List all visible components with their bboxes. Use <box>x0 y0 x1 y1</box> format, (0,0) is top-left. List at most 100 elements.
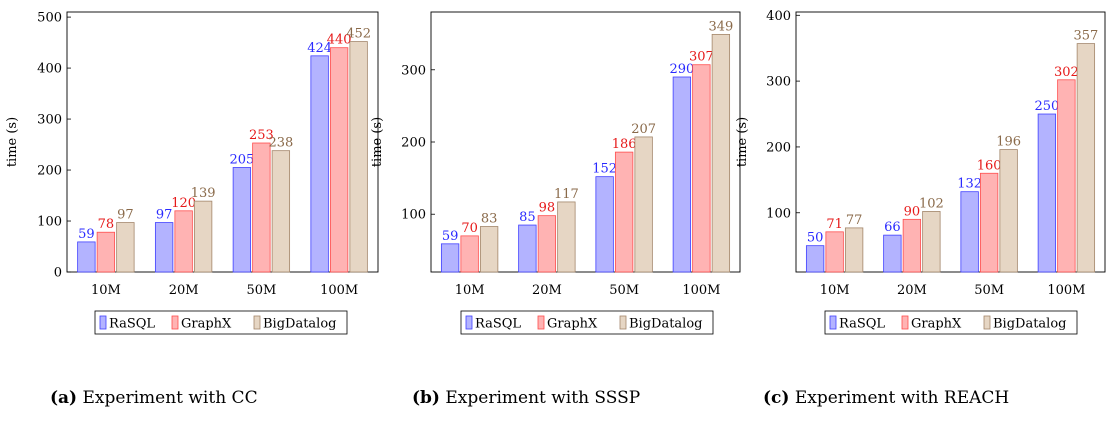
x-tick-label: 50M <box>246 283 276 298</box>
bar-graphx <box>1057 79 1076 273</box>
bar-bigdatalog <box>634 136 653 273</box>
bar-graphx <box>979 172 999 273</box>
x-tick-label: 20M <box>532 283 562 298</box>
bar-bigdatalog <box>1076 43 1096 273</box>
data-label: 120 <box>171 196 196 211</box>
legend-label-rasql: RaSQL <box>109 317 155 332</box>
bar-rasql <box>883 234 902 273</box>
legend-swatch-bigdatalog <box>253 315 261 330</box>
legend-swatch-graphx <box>537 315 545 330</box>
y-tick-label: 0 <box>54 266 62 281</box>
x-tick-label: 50M <box>609 283 639 298</box>
caption-a: (a) Experiment with CC <box>50 388 258 408</box>
data-label: 102 <box>919 196 944 211</box>
y-axis-label: time (s) <box>370 117 385 167</box>
x-tick-label: 100M <box>682 283 720 298</box>
data-label: 71 <box>826 217 843 232</box>
data-label: 98 <box>539 201 556 216</box>
legend-swatch-rasql <box>99 315 107 330</box>
y-tick-label: 200 <box>37 164 62 179</box>
x-tick-label: 10M <box>820 283 850 298</box>
legend-swatch-rasql <box>829 315 837 330</box>
y-tick-label: 200 <box>766 140 791 155</box>
legend: RaSQL GraphX BigDatalog <box>824 310 1078 335</box>
data-label: 66 <box>884 220 901 235</box>
data-label: 132 <box>957 177 982 192</box>
legend-box <box>824 310 1078 335</box>
data-label: 83 <box>481 212 498 227</box>
bar-rasql <box>805 245 825 273</box>
data-label: 349 <box>708 19 733 34</box>
bar-bigdatalog <box>922 211 941 273</box>
data-label: 50 <box>807 231 824 246</box>
data-label: 440 <box>327 33 352 48</box>
bar-rasql <box>518 224 537 273</box>
legend-swatch-rasql <box>465 315 473 330</box>
legend-swatch-bigdatalog <box>619 315 627 330</box>
data-label: 238 <box>268 136 293 151</box>
data-label: 85 <box>519 210 536 225</box>
data-label: 78 <box>98 217 115 232</box>
bar-bigdatalog <box>479 226 499 273</box>
bar-bigdatalog <box>271 150 291 273</box>
data-label: 77 <box>846 213 863 228</box>
bar-bigdatalog <box>844 227 864 273</box>
data-label: 90 <box>904 204 921 219</box>
legend-swatch-graphx <box>171 315 179 330</box>
data-label: 205 <box>229 152 254 167</box>
legend-label-rasql: RaSQL <box>475 317 521 332</box>
legend-box <box>94 310 348 335</box>
bar-rasql <box>77 241 96 273</box>
legend: RaSQL GraphX BigDatalog <box>460 310 714 335</box>
y-tick-label: 300 <box>37 113 62 128</box>
legend-label-bigdatalog: BigDatalog <box>993 317 1067 332</box>
bar-graphx <box>537 215 557 273</box>
data-label: 302 <box>1054 65 1079 80</box>
legend-box <box>460 310 714 335</box>
y-axis-label: time (s) <box>5 117 20 167</box>
y-tick-label: 100 <box>766 206 791 221</box>
bar-graphx <box>825 231 844 273</box>
data-label: 250 <box>1034 99 1059 114</box>
bar-graphx <box>174 210 193 273</box>
y-axis-label: time (s) <box>735 117 750 167</box>
bar-graphx <box>252 142 271 273</box>
caption-b-tag: (b) <box>412 388 440 408</box>
x-tick-label: 100M <box>320 283 358 298</box>
data-label: 59 <box>78 227 95 242</box>
data-label: 253 <box>249 128 274 143</box>
bar-graphx <box>692 64 711 273</box>
caption-a-text: Experiment with CC <box>82 388 258 408</box>
data-label: 424 <box>307 41 332 56</box>
caption-c-text: Experiment with REACH <box>794 388 1010 408</box>
bar-graphx <box>96 231 116 273</box>
plot-frame <box>66 11 379 273</box>
legend-swatch-graphx <box>901 315 909 330</box>
caption-b: (b) Experiment with SSSP <box>412 388 640 408</box>
y-tick-label: 200 <box>401 136 426 151</box>
caption-c: (c) Experiment with REACH <box>763 388 1009 408</box>
data-label: 452 <box>346 27 371 42</box>
data-label: 97 <box>156 208 173 223</box>
x-tick-label: 20M <box>169 283 199 298</box>
data-label: 97 <box>117 208 134 223</box>
data-label: 186 <box>612 137 637 152</box>
data-label: 70 <box>461 221 478 236</box>
bar-rasql <box>310 55 329 273</box>
bar-graphx <box>329 47 349 273</box>
data-label: 307 <box>689 50 714 65</box>
caption-b-text: Experiment with SSSP <box>445 388 641 408</box>
legend: RaSQL GraphX BigDatalog <box>94 310 348 335</box>
legend-label-graphx: GraphX <box>911 317 962 332</box>
x-tick-label: 10M <box>91 283 121 298</box>
bar-rasql <box>232 167 252 273</box>
bar-rasql <box>672 76 692 273</box>
data-label: 196 <box>996 135 1021 150</box>
bar-bigdatalog <box>116 222 135 273</box>
bar-rasql <box>154 222 174 273</box>
bar-bigdatalog <box>999 149 1018 273</box>
caption-c-tag: (c) <box>763 388 790 408</box>
